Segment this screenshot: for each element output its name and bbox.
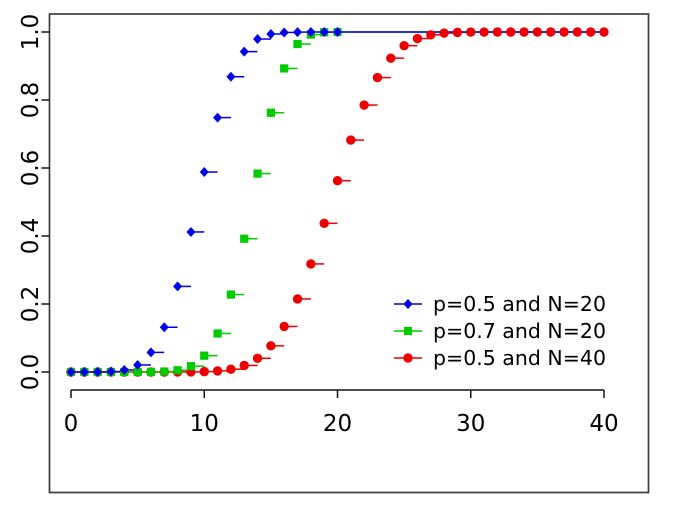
data-point-marker (333, 27, 342, 37)
y-tick-label: 0.6 (18, 150, 44, 187)
data-point-marker (386, 53, 396, 63)
y-tick-label: 0.8 (18, 82, 44, 119)
data-point-marker (186, 362, 196, 371)
data-point-marker (519, 27, 529, 37)
data-point-marker (346, 135, 356, 145)
data-point-marker (66, 367, 76, 377)
data-point-marker (159, 322, 169, 333)
data-point-marker (572, 27, 583, 37)
data-point-marker (240, 234, 249, 243)
data-point-marker (226, 290, 235, 299)
data-point-marker (226, 364, 236, 374)
data-point-marker (199, 167, 209, 178)
data-point-marker (585, 27, 596, 37)
data-point-marker (160, 367, 169, 376)
data-point-marker (319, 218, 329, 229)
data-point-marker (252, 353, 263, 363)
data-point-marker (199, 366, 209, 377)
x-tick-label: 20 (323, 411, 352, 437)
data-point-marker (452, 27, 463, 38)
y-tick-label: 0.4 (18, 218, 44, 255)
data-point-marker (439, 28, 449, 38)
data-point-marker (79, 367, 89, 377)
x-tick-label: 30 (456, 411, 485, 437)
data-point-marker (279, 321, 289, 332)
data-point-marker (599, 27, 609, 37)
data-point-marker (266, 341, 276, 351)
data-point-marker (306, 27, 316, 37)
plot-box (48, 13, 650, 494)
y-tick-label: 0.2 (18, 286, 44, 323)
data-point-marker (412, 33, 423, 44)
data-point-marker (200, 351, 209, 360)
data-point-marker (426, 30, 436, 40)
legend-marker (403, 299, 413, 309)
legend-marker (403, 353, 413, 363)
data-point-marker (559, 27, 569, 37)
data-point-marker (119, 364, 129, 375)
data-point-marker (506, 27, 516, 37)
data-point-marker (173, 281, 183, 292)
data-point-marker (280, 64, 289, 73)
x-tick-label: 0 (64, 411, 79, 437)
data-point-marker (173, 366, 182, 375)
legend-marker (403, 326, 413, 336)
legend-label: p=0.5 and N=20 (433, 292, 606, 316)
data-point-marker (306, 259, 316, 269)
data-point-marker (266, 29, 276, 40)
x-tick-label: 40 (589, 411, 618, 437)
data-point-marker (146, 347, 156, 358)
legend-label: p=0.5 and N=40 (433, 346, 606, 370)
data-point-marker (546, 27, 556, 37)
data-point-marker (239, 46, 249, 57)
data-point-marker (293, 39, 302, 49)
data-point-marker (226, 71, 236, 82)
data-point-marker (399, 41, 409, 51)
data-point-marker (186, 226, 196, 237)
data-point-marker (266, 108, 275, 117)
data-point-marker (293, 27, 303, 38)
data-point-marker (279, 27, 289, 38)
data-point-marker (93, 366, 103, 377)
y-tick-label: 1.0 (18, 14, 44, 51)
data-point-marker (332, 175, 343, 186)
data-point-marker (319, 27, 329, 37)
legend-label: p=0.7 and N=20 (433, 319, 606, 343)
data-point-marker (253, 34, 263, 45)
data-point-marker (213, 329, 222, 338)
data-point-marker (133, 367, 142, 377)
data-point-marker (253, 169, 262, 178)
data-point-marker (146, 367, 156, 376)
data-point-marker (213, 112, 223, 123)
data-point-marker (239, 360, 249, 371)
data-point-marker (292, 294, 303, 304)
data-point-marker (133, 359, 143, 370)
data-point-marker (479, 27, 489, 37)
data-point-marker (106, 366, 116, 377)
data-point-marker (212, 366, 223, 376)
x-tick-label: 10 (190, 411, 219, 437)
data-point-marker (466, 27, 476, 37)
data-point-marker (532, 27, 543, 37)
y-tick-label: 0.0 (18, 354, 44, 391)
data-point-marker (372, 72, 383, 83)
data-point-marker (492, 27, 503, 37)
data-point-marker (359, 100, 369, 110)
